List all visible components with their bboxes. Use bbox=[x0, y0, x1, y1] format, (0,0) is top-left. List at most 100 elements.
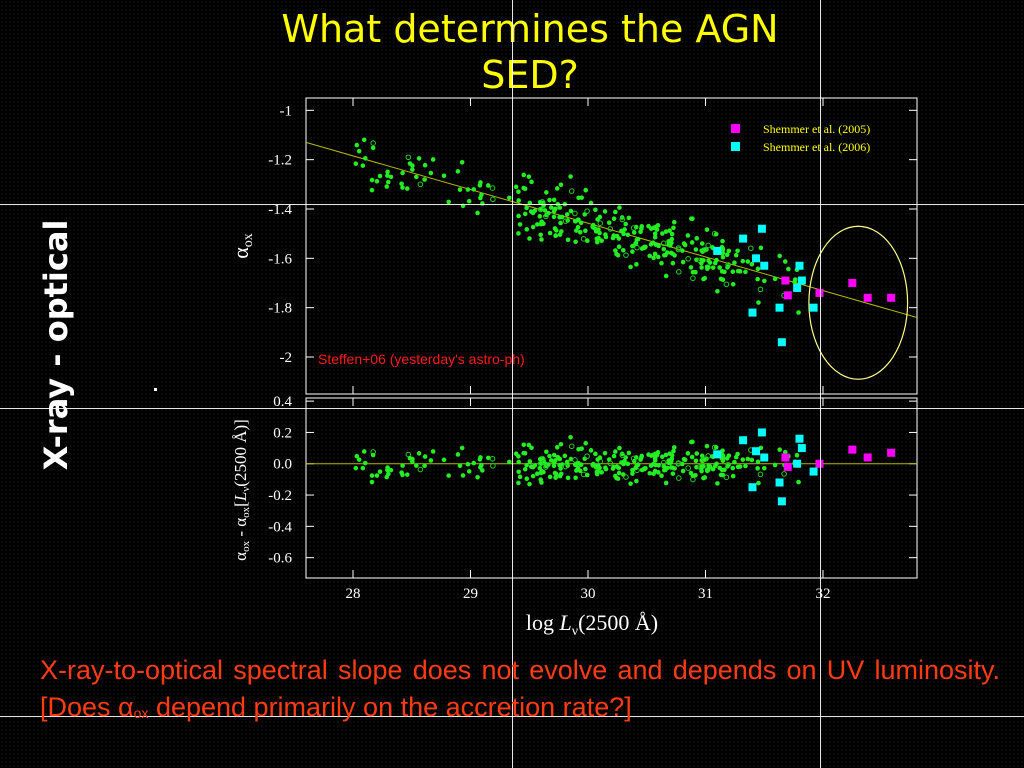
sample-point-bottom bbox=[544, 449, 549, 455]
x-label-nu: ν bbox=[572, 624, 578, 639]
sample-point-top bbox=[572, 210, 578, 217]
sample-point-bottom bbox=[794, 452, 800, 458]
sample-point-bottom bbox=[630, 467, 635, 473]
sample-point-bottom bbox=[634, 478, 639, 484]
sample-point-bottom bbox=[548, 458, 554, 463]
sample-point-top bbox=[529, 179, 534, 185]
top-series-1-point-2 bbox=[757, 224, 766, 233]
sample-point-top bbox=[430, 157, 436, 162]
sample-point-bottom bbox=[685, 465, 691, 471]
sample-point-bottom bbox=[583, 440, 589, 446]
sample-point-bottom bbox=[595, 457, 600, 462]
sample-point-bottom bbox=[404, 472, 410, 477]
sample-point-top bbox=[446, 199, 451, 205]
sample-point-top bbox=[756, 300, 761, 305]
sample-point-bottom bbox=[755, 466, 760, 471]
sample-point-top bbox=[630, 249, 635, 254]
sample-point-top bbox=[539, 237, 544, 242]
sample-point-top bbox=[485, 183, 491, 188]
sample-point-bottom bbox=[647, 470, 653, 476]
sample-point-top bbox=[643, 244, 648, 250]
top-panel: -1 -1.2 -1.4 -1.6 -1.8 -2 Shemmer et al. (2005… bbox=[268, 97, 918, 395]
highlight-ellipse bbox=[808, 225, 909, 380]
sample-point-top bbox=[405, 154, 412, 161]
chart-annotation: Steffen+06 (yesterday's astro-ph) bbox=[318, 351, 525, 367]
sample-point-bottom bbox=[755, 459, 761, 465]
sample-point-bottom bbox=[633, 465, 639, 470]
sample-point-bottom bbox=[585, 472, 590, 478]
sample-point-top bbox=[576, 195, 581, 201]
sample-point-bottom bbox=[465, 461, 471, 467]
sample-point-top bbox=[639, 224, 645, 229]
sample-point-top bbox=[666, 239, 671, 244]
x-tick-label-3: 31 bbox=[698, 586, 713, 602]
sample-point-top bbox=[660, 231, 665, 236]
sample-point-bottom bbox=[489, 455, 496, 462]
sample-point-bottom bbox=[547, 474, 553, 480]
sample-point-top bbox=[619, 216, 626, 223]
sample-point-bottom bbox=[690, 476, 696, 483]
sample-point-top bbox=[362, 155, 368, 161]
sample-point-top bbox=[704, 227, 710, 232]
sample-point-bottom bbox=[573, 475, 578, 481]
sample-point-bottom bbox=[671, 448, 676, 454]
sample-point-bottom bbox=[356, 457, 362, 462]
sample-point-bottom bbox=[671, 445, 677, 450]
sample-point-bottom bbox=[651, 471, 656, 477]
sample-point-bottom bbox=[374, 473, 380, 478]
sample-point-bottom bbox=[522, 451, 528, 456]
x-label-wave: (2500 Å) bbox=[578, 610, 658, 635]
sample-point-top bbox=[490, 196, 496, 203]
sample-point-bottom bbox=[554, 444, 560, 450]
caption-part2: depend primarily on the accretion rate?] bbox=[148, 692, 632, 722]
bottom-y-tick-label-0: 0.4 bbox=[273, 394, 292, 410]
sample-point-bottom bbox=[717, 465, 722, 471]
sample-point-top bbox=[489, 185, 496, 191]
sample-point-top bbox=[597, 220, 604, 226]
sample-point-bottom bbox=[603, 465, 608, 471]
sample-point-top bbox=[607, 226, 614, 232]
sample-point-top bbox=[558, 182, 564, 188]
sample-point-bottom bbox=[701, 456, 708, 463]
sample-point-bottom bbox=[590, 462, 595, 468]
sample-point-bottom bbox=[353, 465, 359, 471]
sample-point-top bbox=[699, 241, 705, 246]
sample-point-bottom bbox=[524, 476, 530, 482]
sample-point-bottom bbox=[572, 457, 578, 463]
sample-point-bottom bbox=[772, 462, 778, 468]
bottom-series-1-point-5 bbox=[795, 434, 804, 443]
sample-point-top bbox=[369, 187, 375, 193]
sample-point-bottom bbox=[360, 465, 366, 471]
sample-point-bottom bbox=[576, 460, 581, 466]
sample-point-bottom bbox=[735, 451, 740, 457]
bottom-series-0-point-3 bbox=[863, 453, 872, 462]
sample-point-bottom bbox=[720, 448, 725, 453]
sample-point-bottom bbox=[722, 467, 727, 473]
bottom-series-1-point-8 bbox=[775, 478, 784, 487]
sample-point-top bbox=[623, 252, 629, 258]
sample-point-top bbox=[594, 239, 600, 245]
sample-point-top bbox=[652, 231, 658, 237]
sample-point-bottom bbox=[693, 458, 699, 464]
sample-point-bottom bbox=[749, 457, 755, 463]
sample-point-bottom bbox=[568, 456, 574, 462]
sample-point-top bbox=[705, 266, 710, 272]
sample-point-bottom bbox=[516, 459, 522, 465]
sample-point-top bbox=[521, 172, 527, 178]
sample-point-top bbox=[354, 142, 360, 148]
sample-point-top bbox=[755, 276, 760, 282]
sample-point-bottom bbox=[714, 461, 719, 467]
sample-point-top bbox=[680, 248, 685, 253]
sample-point-top bbox=[762, 278, 767, 284]
sample-point-bottom bbox=[670, 465, 675, 471]
sample-point-top bbox=[796, 310, 801, 315]
sample-point-bottom bbox=[577, 468, 583, 474]
sample-point-top bbox=[360, 163, 366, 168]
sample-point-bottom bbox=[455, 452, 461, 457]
sample-point-bottom bbox=[485, 455, 491, 461]
sample-point-bottom bbox=[737, 464, 743, 469]
sample-point-top bbox=[733, 252, 739, 258]
sample-point-top bbox=[564, 212, 570, 217]
sample-point-top bbox=[613, 248, 618, 253]
sample-point-top bbox=[646, 223, 651, 229]
